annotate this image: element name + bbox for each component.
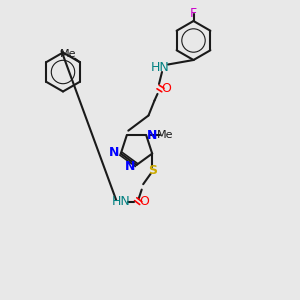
- Text: O: O: [139, 195, 149, 208]
- Text: Me: Me: [157, 130, 173, 140]
- Text: N: N: [125, 160, 135, 173]
- Text: F: F: [190, 7, 197, 20]
- Text: Me: Me: [60, 49, 76, 59]
- Text: HN: HN: [151, 61, 170, 74]
- Text: N: N: [109, 146, 119, 159]
- Text: HN: HN: [111, 195, 130, 208]
- Text: O: O: [162, 82, 171, 95]
- Text: N: N: [146, 129, 157, 142]
- Text: S: S: [148, 164, 157, 177]
